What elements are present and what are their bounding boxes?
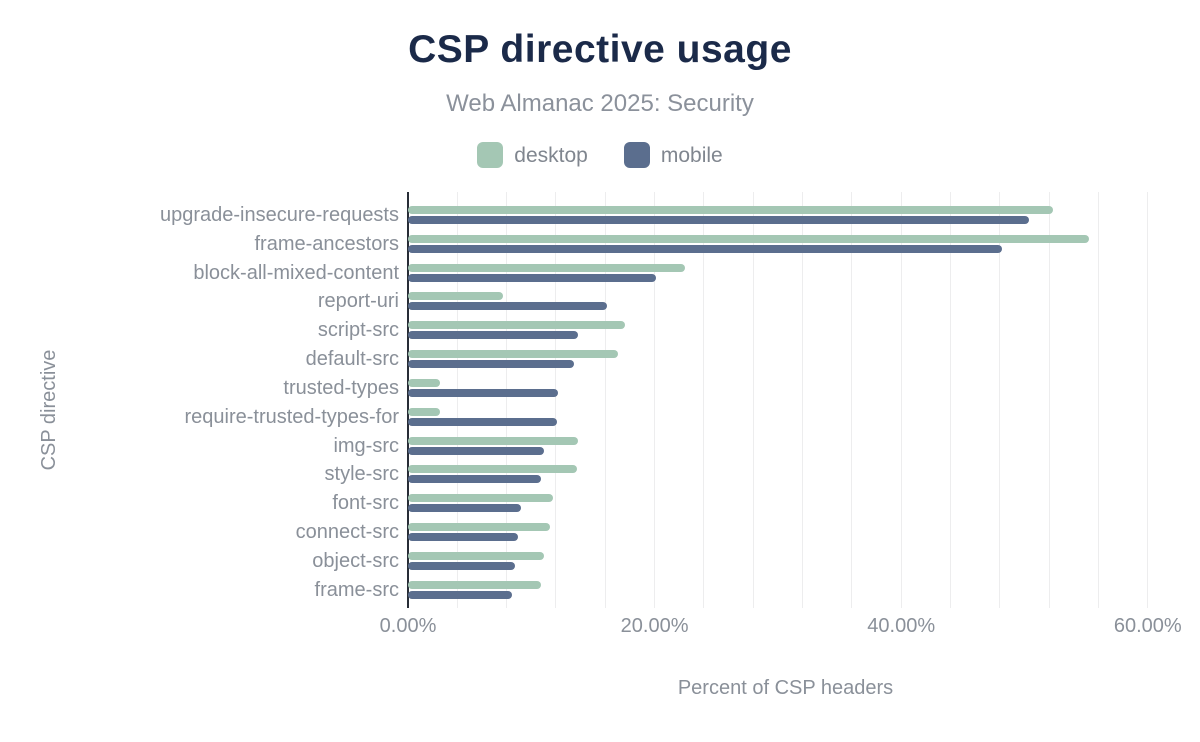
bar-mobile[interactable]: [408, 302, 607, 311]
gridline: [703, 192, 705, 608]
gridline: [506, 192, 508, 608]
category-label: trusted-types: [283, 376, 399, 399]
gridline: [802, 192, 804, 608]
chart-row: font-src: [332, 493, 1163, 513]
bar-mobile[interactable]: [408, 244, 1003, 253]
bar-mobile[interactable]: [408, 273, 656, 282]
bar-mobile[interactable]: [408, 446, 544, 455]
chart-row: default-src: [306, 349, 1163, 369]
x-tick-label: 40.00%: [867, 615, 936, 637]
chart-row: upgrade-insecure-requests: [160, 205, 1163, 225]
bar-desktop[interactable]: [408, 378, 441, 387]
x-tick-label: 60.00%: [1113, 615, 1182, 637]
category-label: object-src: [312, 550, 399, 572]
x-tick-label: 20.00%: [620, 615, 689, 637]
bar-mobile[interactable]: [408, 504, 522, 513]
bar-desktop[interactable]: [408, 407, 441, 416]
gridline: [1048, 192, 1050, 608]
bar-desktop[interactable]: [408, 234, 1089, 243]
bar-desktop[interactable]: [408, 263, 686, 272]
chart-row: frame-src: [315, 580, 1163, 600]
chart-row: require-trusted-types-for: [184, 407, 1163, 427]
category-label: frame-src: [314, 578, 399, 601]
chart-row: trusted-types: [283, 378, 1163, 398]
chart-row: frame-ancestors: [255, 234, 1163, 254]
legend-item-mobile[interactable]: mobile: [623, 142, 723, 168]
category-label: upgrade-insecure-requests: [159, 203, 399, 226]
legend-item-desktop[interactable]: desktop: [477, 142, 588, 168]
bar-mobile[interactable]: [408, 562, 516, 570]
bar-mobile[interactable]: [408, 533, 518, 542]
bar-desktop[interactable]: [408, 552, 544, 560]
chart-title: CSP directive usage: [408, 28, 792, 71]
category-label: script-src: [317, 319, 399, 342]
gridline: [1097, 192, 1099, 608]
gridline: [950, 192, 952, 608]
plot-area: upgrade-insecure-requests frame-ancestors…: [160, 192, 1163, 608]
mobile-series-swatch: [623, 142, 650, 168]
gridline: [752, 192, 754, 608]
bar-desktop[interactable]: [408, 465, 577, 474]
bar-mobile[interactable]: [408, 590, 512, 599]
category-label: require-trusted-types-for: [184, 405, 399, 428]
legend: desktop mobile: [0, 142, 1200, 168]
chart-row: style-src: [325, 464, 1163, 484]
gridline: [456, 192, 458, 608]
y-axis-line: [407, 192, 409, 608]
bar-desktop[interactable]: [408, 436, 579, 445]
chart-row: script-src: [318, 320, 1163, 340]
bar-mobile[interactable]: [408, 417, 558, 426]
gridline: [604, 192, 606, 608]
gridline: [900, 192, 902, 608]
bar-mobile[interactable]: [408, 331, 579, 340]
bar-mobile[interactable]: [408, 215, 1030, 224]
chart-row: object-src: [312, 551, 1163, 571]
category-label: img-src: [333, 434, 399, 457]
gridline: [654, 192, 656, 608]
legend-label: desktop: [514, 143, 588, 167]
chart-row: report-uri: [318, 291, 1163, 311]
gridline: [999, 192, 1001, 608]
category-label: connect-src: [295, 521, 399, 544]
gridline: [1147, 192, 1149, 608]
bar-desktop[interactable]: [408, 494, 554, 503]
chart-row: img-src: [333, 436, 1163, 456]
bar-mobile[interactable]: [408, 475, 542, 484]
bar-desktop[interactable]: [408, 350, 618, 359]
chart-row: block-all-mixed-content: [193, 263, 1163, 283]
gridline: [851, 192, 853, 608]
x-axis-title: Percent of CSP headers: [677, 677, 894, 699]
bar-mobile[interactable]: [408, 360, 575, 369]
bar-desktop[interactable]: [408, 523, 550, 532]
category-label: block-all-mixed-content: [193, 261, 399, 284]
category-label: frame-ancestors: [254, 232, 400, 255]
chart-subtitle: Web Almanac 2025: Security: [446, 90, 754, 117]
category-label: default-src: [305, 348, 399, 371]
legend-label: mobile: [660, 143, 723, 167]
y-axis-title: CSP directive: [38, 349, 60, 471]
bar-desktop[interactable]: [408, 292, 503, 301]
category-label: style-src: [324, 463, 399, 486]
bar-desktop[interactable]: [408, 580, 542, 589]
bar-desktop[interactable]: [408, 205, 1053, 214]
chart-row: connect-src: [296, 522, 1163, 542]
desktop-series-swatch: [477, 142, 504, 168]
x-tick-label: 0.00%: [379, 615, 437, 637]
bar-mobile[interactable]: [408, 388, 559, 397]
category-label: font-src: [332, 492, 399, 515]
category-label: report-uri: [317, 290, 399, 313]
bar-desktop[interactable]: [408, 321, 625, 330]
gridline: [555, 192, 557, 608]
